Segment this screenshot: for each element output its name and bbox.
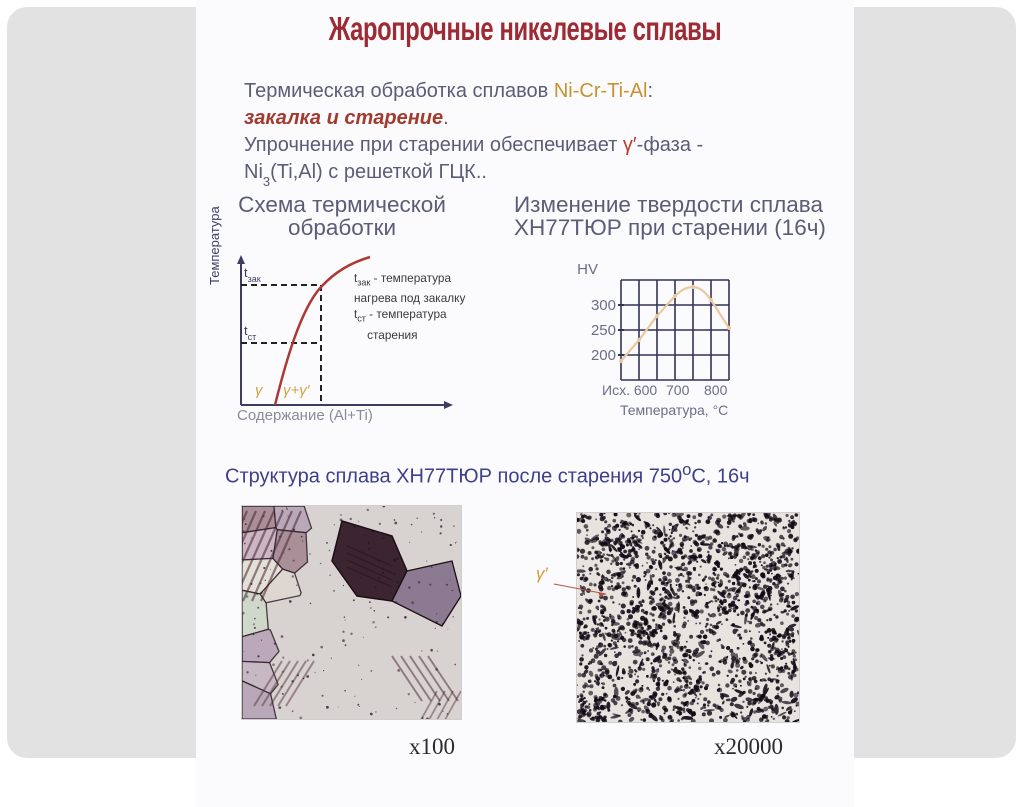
svg-text:γ+γ′: γ+γ′ bbox=[283, 382, 311, 399]
svg-text:800: 800 bbox=[704, 382, 728, 398]
svg-text:200: 200 bbox=[591, 347, 616, 364]
svg-text:700: 700 bbox=[666, 382, 690, 398]
svg-text:γ: γ bbox=[255, 382, 264, 399]
svg-text:HV: HV bbox=[577, 261, 598, 278]
svg-text:Температура, °C: Температура, °C bbox=[620, 402, 728, 418]
svg-text:tст: tст bbox=[244, 323, 256, 342]
svg-text:250: 250 bbox=[591, 322, 616, 339]
svg-text:tзак: tзак bbox=[244, 265, 261, 284]
svg-text:Исх. 600: Исх. 600 bbox=[602, 382, 657, 398]
svg-text:300: 300 bbox=[591, 297, 616, 314]
